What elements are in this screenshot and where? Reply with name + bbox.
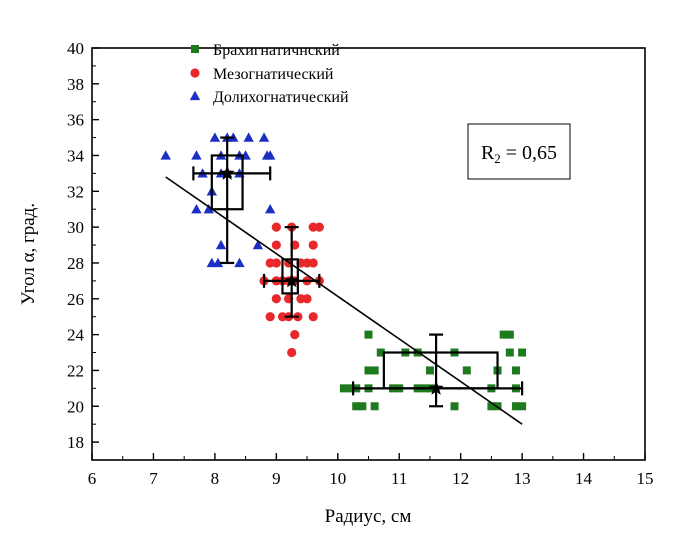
legend-label: Долихогнатический bbox=[213, 89, 349, 106]
legend-marker bbox=[189, 90, 201, 101]
y-tick-label: 40 bbox=[67, 39, 84, 58]
legend-marker bbox=[191, 45, 199, 53]
y-tick-label: 26 bbox=[67, 290, 84, 309]
circle-point bbox=[265, 312, 275, 322]
center-star bbox=[219, 165, 235, 180]
y-tick-label: 34 bbox=[67, 146, 85, 165]
r2-annotation-frame bbox=[467, 123, 571, 180]
triangle-point bbox=[203, 204, 214, 214]
y-tick-label: 28 bbox=[67, 254, 84, 273]
circle-point bbox=[308, 240, 318, 250]
legend-label: Мезогнатический bbox=[213, 66, 334, 83]
x-axis-label: Радиус, см bbox=[325, 506, 412, 527]
triangle-point bbox=[252, 239, 264, 250]
triangle-point bbox=[261, 150, 273, 160]
square-point bbox=[511, 366, 520, 375]
square-point bbox=[450, 402, 459, 411]
x-tick-label: 6 bbox=[88, 469, 97, 488]
y-tick-label: 30 bbox=[67, 218, 84, 237]
square-point bbox=[505, 330, 514, 339]
square-point bbox=[339, 384, 348, 393]
square-point bbox=[518, 402, 527, 411]
r2-annotation-box: R2 = 0,65 bbox=[467, 123, 571, 180]
circle-point bbox=[314, 222, 324, 232]
square-point bbox=[462, 366, 471, 375]
legend-marker bbox=[190, 68, 200, 78]
square-point bbox=[364, 366, 373, 375]
circle-point bbox=[308, 312, 318, 322]
circle-point bbox=[287, 347, 297, 358]
square-point bbox=[358, 402, 367, 411]
circle-point bbox=[302, 294, 312, 304]
triangle-point bbox=[160, 150, 171, 160]
square-point bbox=[352, 402, 361, 411]
r2-prefix: R bbox=[481, 142, 495, 164]
x-tick-label: 7 bbox=[149, 469, 158, 488]
square-point bbox=[370, 402, 379, 411]
triangle-point bbox=[234, 257, 245, 268]
triangle-point bbox=[215, 239, 227, 250]
y-tick-label: 32 bbox=[67, 182, 84, 201]
square-point bbox=[364, 330, 373, 339]
triangle-point bbox=[258, 132, 270, 142]
triangle-point bbox=[191, 150, 202, 160]
square-point bbox=[376, 348, 385, 357]
x-tick-label: 15 bbox=[637, 469, 654, 488]
x-tick-label: 11 bbox=[391, 469, 407, 488]
r2-suffix: = 0,65 bbox=[501, 142, 557, 164]
center-star bbox=[284, 272, 300, 288]
y-tick-label: 38 bbox=[67, 75, 84, 94]
legend: Брахигнатичнский Мезогнатический Долихогна… bbox=[189, 42, 349, 106]
square-point bbox=[425, 366, 434, 375]
square-point bbox=[499, 330, 508, 339]
x-tick-label: 8 bbox=[211, 469, 220, 488]
x-tick-label: 12 bbox=[452, 469, 469, 488]
triangle-point bbox=[212, 257, 224, 268]
summary-box bbox=[281, 258, 299, 295]
circle-point bbox=[271, 222, 281, 232]
y-axis-label: Угол α, град. bbox=[18, 203, 39, 305]
x-tick-label: 9 bbox=[272, 469, 281, 488]
circle-point bbox=[271, 258, 281, 268]
circle-point bbox=[271, 294, 281, 304]
circle-point bbox=[308, 258, 318, 268]
center-star bbox=[428, 380, 444, 395]
square-point bbox=[518, 348, 527, 357]
trend-line bbox=[165, 176, 523, 425]
square-point bbox=[487, 402, 496, 411]
r2-subscript: 2 bbox=[494, 151, 501, 166]
legend-label: Брахигнатичнский bbox=[213, 42, 340, 59]
y-tick-label: 18 bbox=[67, 433, 84, 452]
square-point bbox=[346, 384, 355, 393]
triangle-point bbox=[209, 132, 221, 142]
x-tick-label: 14 bbox=[575, 469, 593, 488]
square-point bbox=[511, 402, 520, 411]
triangle-point bbox=[243, 132, 254, 142]
x-tick-label: 13 bbox=[514, 469, 531, 488]
y-tick-label: 22 bbox=[67, 361, 84, 380]
summary-box bbox=[382, 351, 499, 390]
overlay-layer bbox=[165, 136, 524, 425]
y-tick-label: 24 bbox=[67, 326, 85, 345]
r2-annotation: R2 = 0,65 bbox=[481, 142, 557, 166]
y-tick-label: 20 bbox=[67, 397, 84, 416]
y-tick-label: 36 bbox=[67, 111, 84, 130]
circle-point bbox=[271, 240, 281, 250]
plot-frame bbox=[91, 47, 646, 461]
triangle-point bbox=[264, 204, 276, 214]
x-tick-label: 10 bbox=[329, 469, 346, 488]
square-point bbox=[505, 348, 514, 357]
axis-ticks: 6 7 8 9 10 11 12 13 14 15 18 20 22 24 26 28 30 32 34 36 38 40 bbox=[67, 39, 654, 488]
square-point bbox=[370, 366, 379, 375]
circle-point bbox=[290, 330, 300, 340]
triangle-point bbox=[191, 204, 202, 214]
